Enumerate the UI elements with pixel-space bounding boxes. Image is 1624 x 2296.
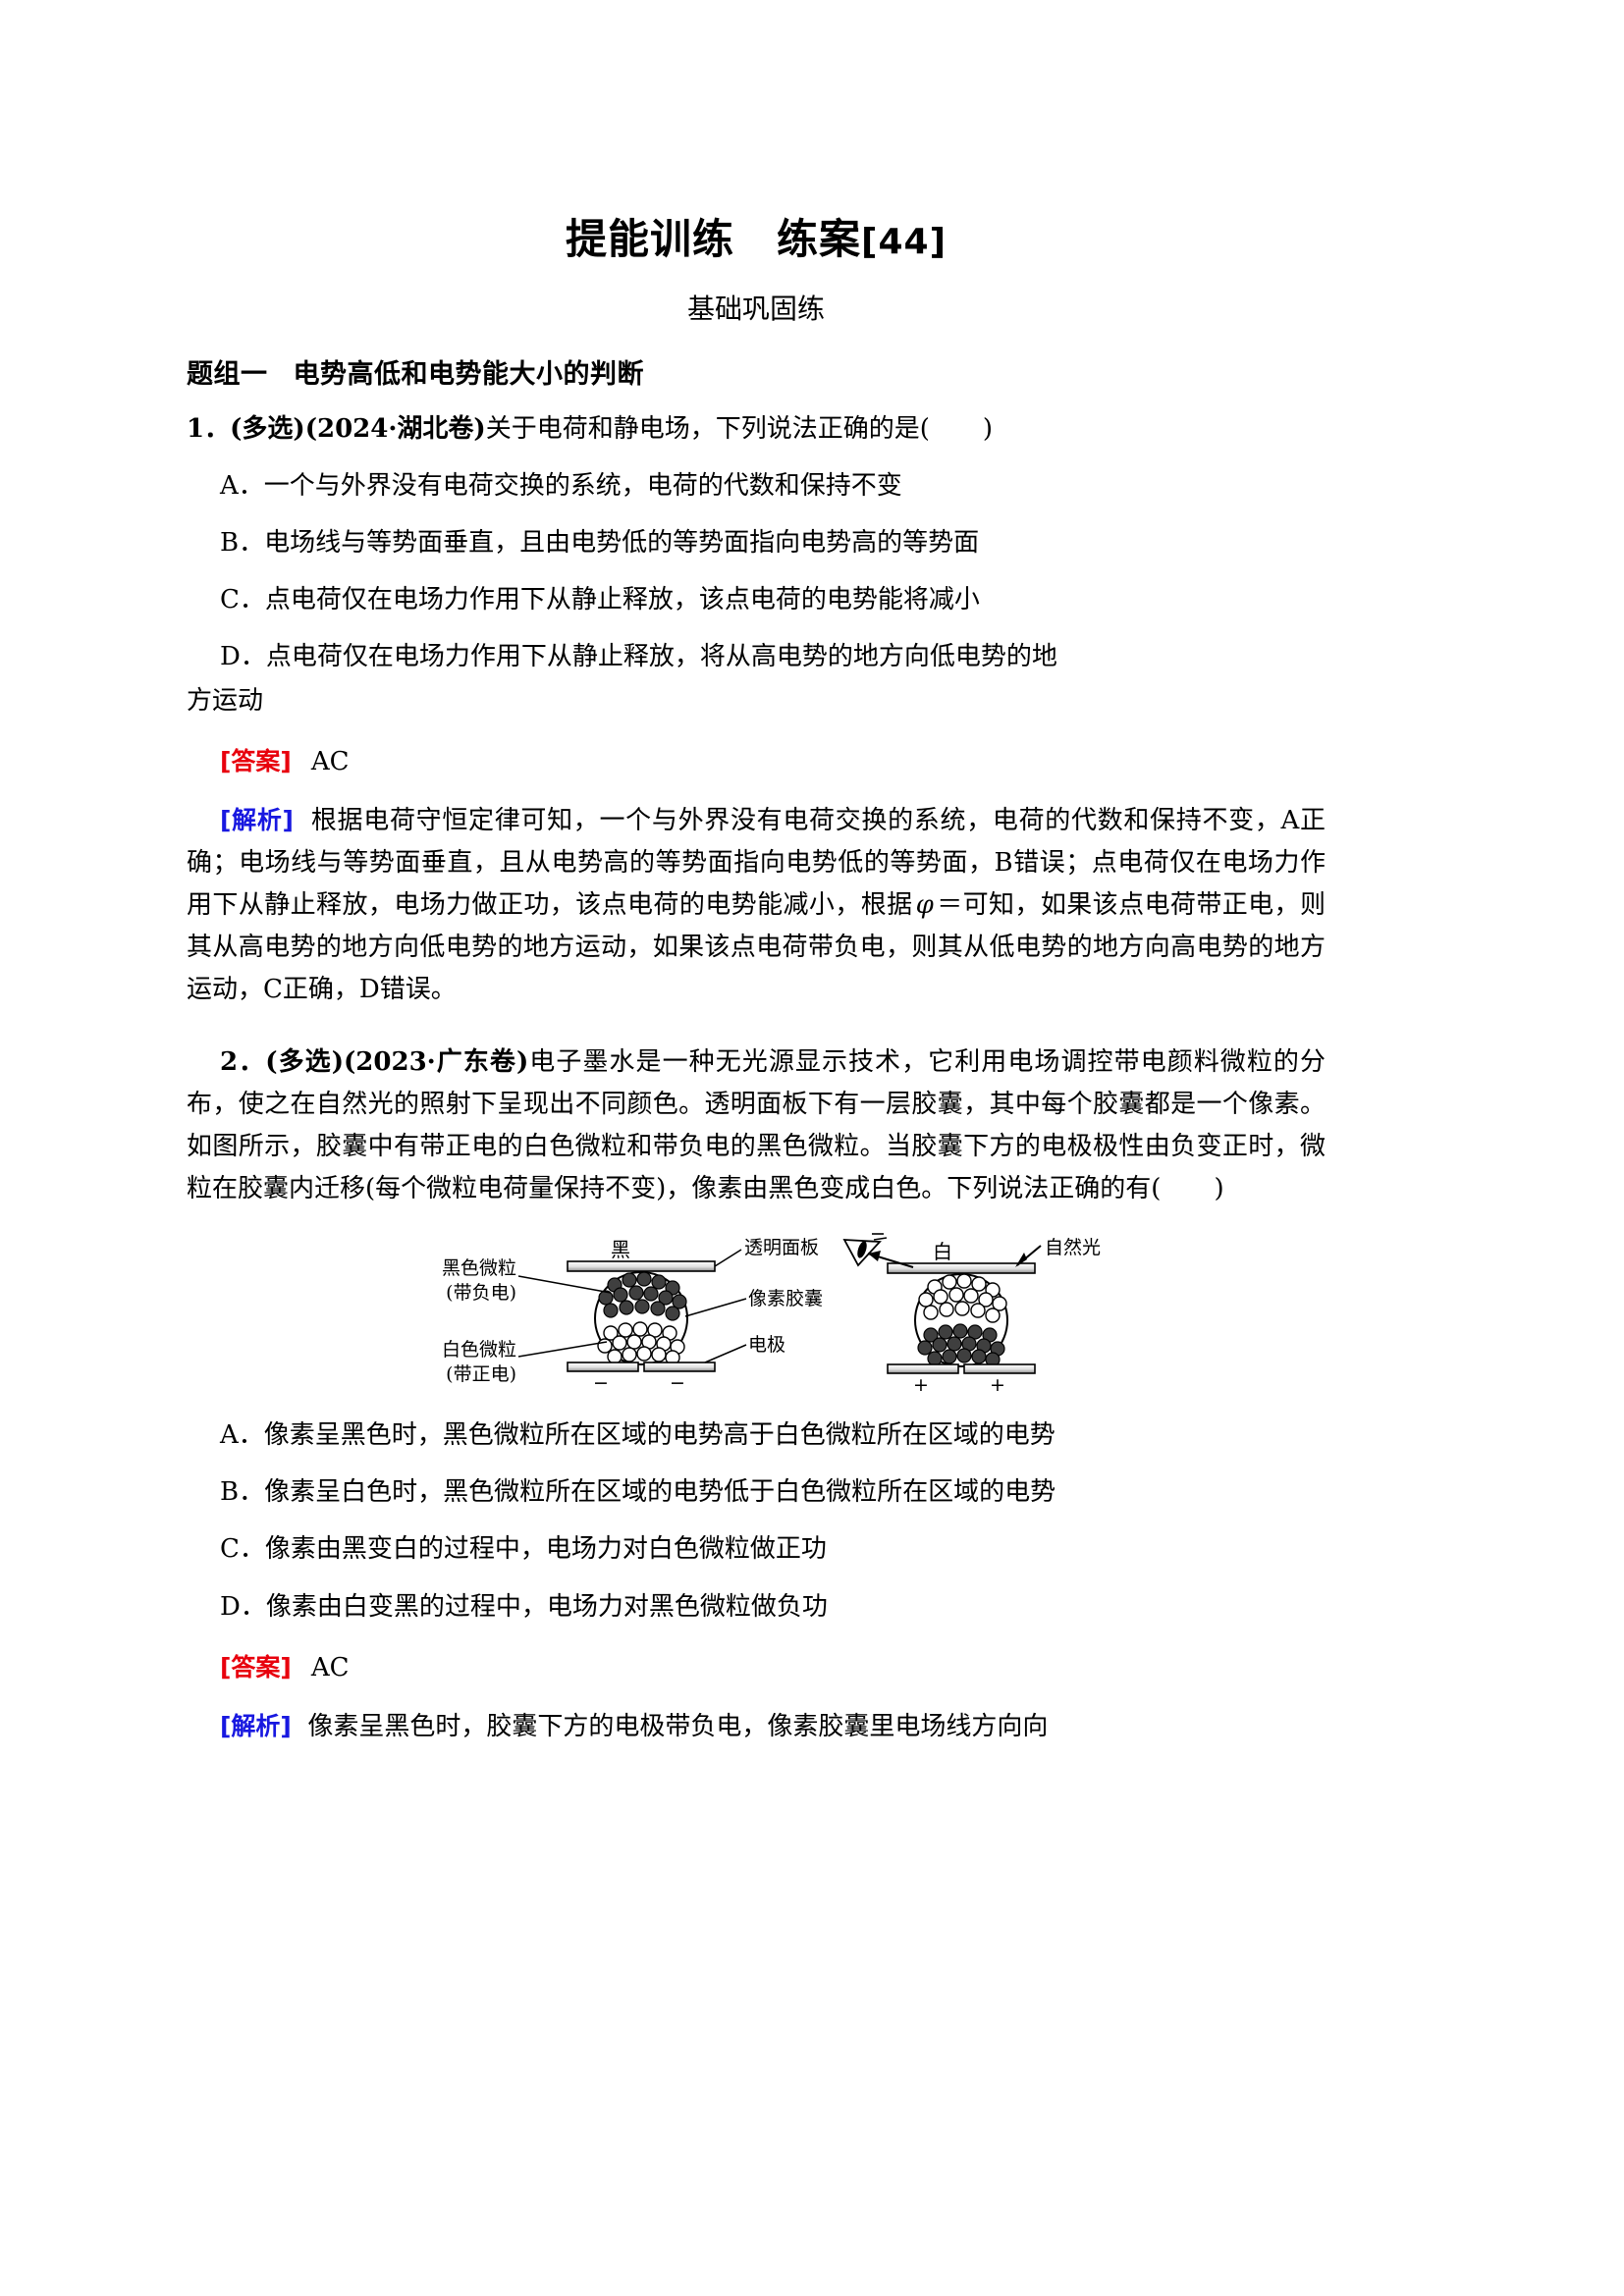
answer-tag: [答案] — [220, 746, 292, 775]
question-2-option-a: A．像素呈黑色时，黑色微粒所在区域的电势高于白色微粒所在区域的电势 — [220, 1420, 1056, 1451]
label-transparent-panel: 透明面板 — [744, 1237, 819, 1258]
panel-leader — [714, 1249, 742, 1267]
question-2-option-b: B．像素呈白色时，黑色微粒所在区域的电势低于白色微粒所在区域的电势 — [220, 1477, 1056, 1508]
question-1-analysis: [解析] 根据电荷守恒定律可知，一个与外界没有电荷交换的系统，电荷的代数和保持不… — [187, 800, 1326, 1012]
analysis-equals: ＝ — [936, 890, 963, 921]
eink-diagram-svg: − − 黑 黑色微粒 (带负电) 白色微粒 (带正电) 透明面板 — [442, 1233, 1101, 1396]
title-case-text: 练案 — [777, 215, 862, 263]
question-1-multi-tag: (多选) — [230, 414, 305, 444]
question-2-multi-tag: (多选) — [265, 1046, 344, 1077]
page-subtitle: 基础巩固练 — [686, 293, 825, 325]
question-2-text: 电子墨水是一种无光源显示技术，它利用电场调控带电颜料微粒的分布，使之在自然光的照… — [187, 1046, 1326, 1204]
question-2-stem-close: ) — [1214, 1174, 1224, 1204]
question-2-analysis: [解析] 像素呈黑色时，胶囊下方的电极带负电，像素胶囊里电场线方向向 — [187, 1706, 1326, 1748]
label-white-particle-charge: (带正电) — [446, 1363, 516, 1385]
group-label: 题组一 — [187, 359, 268, 390]
question-2-answer-value: AC — [310, 1652, 350, 1682]
question-2-number: 2． — [220, 1046, 266, 1077]
question-1-option-c: C．点电荷仅在电场力作用下从静止释放，该点电荷的电势能将减小 — [220, 585, 980, 615]
group-heading: 题组一 电势高低和电势能大小的判断 — [187, 352, 1326, 391]
question-1-answer-value: AC — [310, 746, 350, 776]
reflected-light-arrow — [867, 1251, 914, 1269]
answer-tag: [答案] — [220, 1652, 292, 1682]
question-1-answer-line: [答案] AC — [187, 741, 1326, 782]
question-1-analysis-part2: 可知，如果该点电荷带正电，则其从高电势的地方向低电势的地方运动，如果该点电荷带负… — [187, 890, 1326, 1005]
question-1-text: 关于电荷和静电场，下列说法正确的是( — [485, 414, 930, 444]
right-black-particles — [917, 1323, 1005, 1367]
question-1-option-d: D．点电荷仅在电场力作用下从静止释放，将从高电势的地方向低电势的地 — [220, 642, 1057, 672]
question-1-option-a: A．一个与外界没有电荷交换的系统，电荷的代数和保持不变 — [220, 471, 902, 502]
phi-symbol: φ — [915, 890, 934, 921]
left-black-particles — [598, 1271, 687, 1321]
right-electrode-plate-1 — [887, 1363, 959, 1374]
label-black-particle-charge: (带负电) — [446, 1282, 516, 1304]
question-2-option-c: C．像素由黑变白的过程中，电场力对白色微粒做正功 — [220, 1534, 827, 1565]
title-main-text: 提能训练 — [565, 215, 734, 263]
natural-light-arrow — [1015, 1245, 1042, 1268]
title-case-number: [44] — [861, 222, 947, 262]
label-electrode: 电极 — [748, 1334, 785, 1356]
question-2-option-d: D．像素由白变黑的过程中，电场力对黑色微粒做负功 — [220, 1591, 828, 1622]
analysis-tag: [解析] — [220, 805, 294, 834]
capsule-leader — [684, 1298, 747, 1317]
group-name: 电势高低和电势能大小的判断 — [293, 359, 644, 390]
question-1-stem-close: ) — [982, 414, 994, 444]
question-1-option-b: B．电场线与等势面垂直，且由电势低的等势面指向电势高的等势面 — [220, 528, 980, 559]
left-capsule-group: − − 黑 — [517, 1238, 747, 1394]
left-transparent-panel — [567, 1260, 716, 1272]
label-natural-light: 自然光 — [1045, 1237, 1101, 1258]
label-pixel-capsule: 像素胶囊 — [748, 1288, 823, 1309]
question-1-option-d-continuation: 方运动 — [187, 685, 264, 716]
question-2-stem: 2．(多选)(2023·广东卷)电子墨水是一种无光源显示技术，它利用电场调控带电… — [187, 1041, 1326, 1211]
page-content: 提能训练 练案[44] 基础巩固练 题组一 电势高低和电势能大小的判断 1．(多选… — [187, 0, 1326, 1748]
right-state-label: 白 — [933, 1240, 952, 1263]
left-electrode-plate-1 — [567, 1362, 639, 1372]
right-electrode-plate-2 — [963, 1363, 1036, 1374]
question-1-source: (2024·湖北卷) — [304, 414, 486, 444]
right-electrode-sign-2: + — [990, 1374, 1005, 1396]
electrode-leader — [704, 1344, 747, 1363]
left-electrode-sign-1: − — [593, 1372, 609, 1394]
right-white-particles — [918, 1273, 1007, 1323]
question-2-analysis-part1: 像素呈黑色时，胶囊下方的电极带负电，像素胶囊里电场线方向向 — [307, 1711, 1049, 1741]
question-1-stem: 1．(多选)(2024·湖北卷)关于电荷和静电场，下列说法正确的是() — [187, 408, 1326, 450]
black-particle-leader — [517, 1275, 612, 1294]
question-2-source: (2023·广东卷) — [344, 1046, 529, 1077]
eink-capsule-figure: − − 黑 黑色微粒 (带负电) 白色微粒 (带正电) 透明面板 — [187, 1232, 1326, 1399]
left-electrode-sign-2: − — [670, 1372, 685, 1394]
eye-icon — [842, 1233, 888, 1267]
label-white-particle: 白色微粒 — [442, 1339, 516, 1361]
right-transparent-panel — [887, 1262, 1036, 1274]
analysis-tag: [解析] — [220, 1711, 292, 1740]
white-particle-leader — [517, 1341, 608, 1358]
left-state-label: 黑 — [611, 1238, 630, 1261]
question-1-analysis-part1: 根据电荷守恒定律可知，一个与外界没有电荷交换的系统，电荷的代数和保持不变，A正确… — [187, 805, 1326, 921]
label-black-particle: 黑色微粒 — [442, 1257, 516, 1279]
right-capsule-group: + + 白 — [842, 1233, 1101, 1396]
title-gap — [734, 215, 777, 263]
left-electrode-plate-2 — [643, 1362, 716, 1372]
right-electrode-sign-1: + — [913, 1374, 929, 1396]
question-1-number: 1． — [187, 414, 231, 444]
left-white-particles — [597, 1321, 685, 1365]
page-title: 提能训练 练案[44] — [187, 206, 1326, 266]
question-2-answer-line: [答案] AC — [187, 1647, 1326, 1688]
